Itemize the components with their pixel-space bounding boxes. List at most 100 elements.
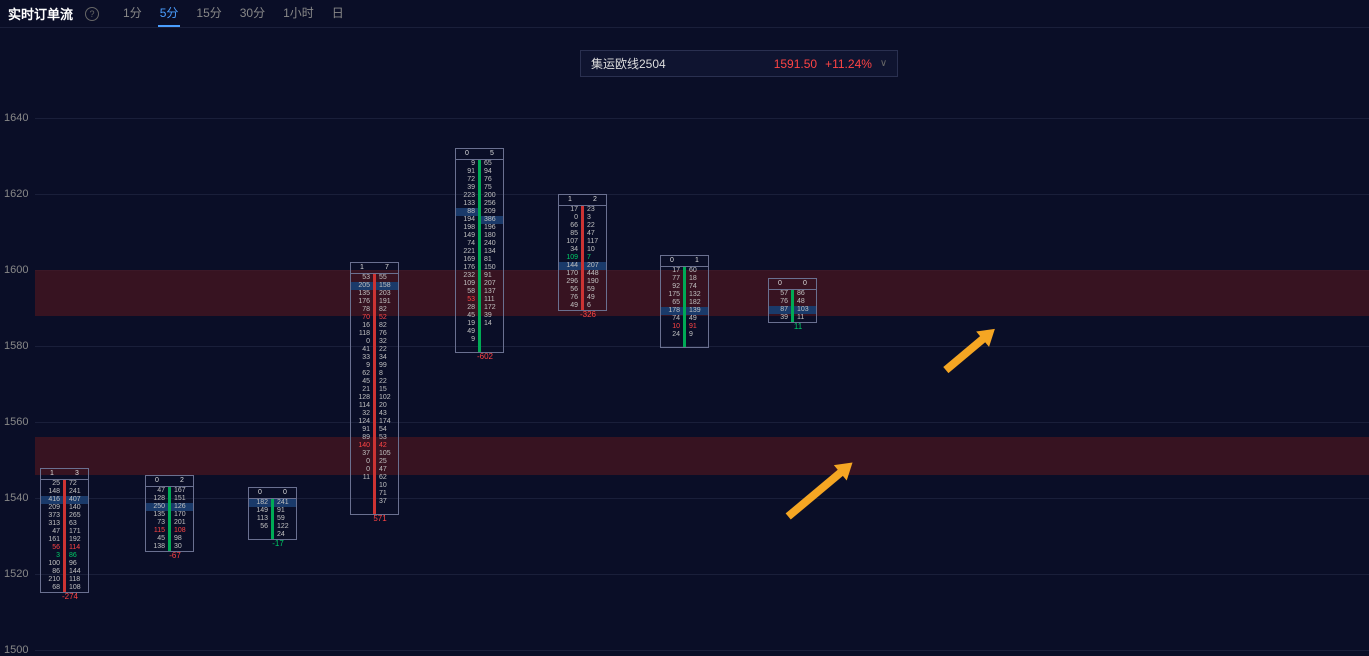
tab-15分[interactable]: 15分	[194, 0, 223, 27]
footprint-cell: 17	[661, 267, 683, 275]
footprint-cell: 47	[146, 487, 168, 495]
footprint-delta: -274	[40, 592, 100, 601]
footprint-cell: 118	[351, 330, 373, 338]
footprint-cell: 37	[351, 450, 373, 458]
gridline	[35, 422, 1369, 423]
footprint-cell: 373	[41, 512, 63, 520]
footprint-cell: 207	[584, 262, 606, 270]
footprint-cell: 92	[661, 283, 683, 291]
gridline	[35, 574, 1369, 575]
instrument-selector[interactable]: 集运欧线2504 1591.50 +11.24% ∨	[580, 50, 898, 77]
footprint-cell: 118	[66, 576, 88, 584]
footprint-cell: 82	[376, 306, 398, 314]
footprint-cell: 241	[66, 488, 88, 496]
footprint-cell: 3	[41, 552, 63, 560]
footprint-cell: 76	[376, 330, 398, 338]
footprint-cell: 209	[481, 208, 503, 216]
footprint-cell: 48	[794, 298, 816, 306]
footprint-cell: 81	[481, 256, 503, 264]
footprint-cell: 72	[456, 176, 478, 184]
footprint-cell: 109	[559, 254, 581, 262]
footprint-cell: 63	[66, 520, 88, 528]
tab-30分[interactable]: 30分	[238, 0, 267, 27]
footprint-cell: 39	[481, 312, 503, 320]
y-axis-label: 1520	[4, 568, 28, 580]
footprint-cell: 68	[41, 584, 63, 592]
footprint-cell: 223	[456, 192, 478, 200]
footprint-cell: 113	[249, 515, 271, 523]
footprint-cell: 30	[171, 543, 193, 551]
footprint-cell: 96	[66, 560, 88, 568]
footprint-bar: 1170668510734109144170296567649 22332247…	[558, 194, 607, 311]
footprint-cell: 207	[481, 280, 503, 288]
footprint-cell: 91	[686, 323, 708, 331]
footprint-cell: 250	[146, 503, 168, 511]
price-band	[35, 437, 1369, 475]
footprint-cell: 296	[559, 278, 581, 286]
help-icon[interactable]: ?	[85, 7, 99, 21]
footprint-cell: 9	[351, 362, 373, 370]
footprint-cell: 39	[769, 314, 791, 322]
footprint-cell: 0	[351, 466, 373, 474]
footprint-cell: 182	[249, 499, 271, 507]
footprint-cell: 37	[376, 498, 398, 506]
footprint-cell: 82	[376, 322, 398, 330]
footprint-cell: 151	[171, 495, 193, 503]
footprint-cell: 14	[481, 320, 503, 328]
footprint-cell: 122	[274, 523, 296, 531]
y-axis-label: 1560	[4, 416, 28, 428]
footprint-cell: 111	[481, 296, 503, 304]
footprint-cell: 178	[661, 307, 683, 315]
gridline	[35, 650, 1369, 651]
annotation-arrow	[943, 335, 986, 373]
footprint-delta: 11	[768, 322, 828, 331]
footprint-cell: 126	[171, 503, 193, 511]
footprint-cell: 45	[456, 312, 478, 320]
footprint-cell: 150	[481, 264, 503, 272]
footprint-cell: 140	[66, 504, 88, 512]
footprint-cell: 9	[456, 160, 478, 168]
footprint-cell: 170	[171, 511, 193, 519]
tab-1分[interactable]: 1分	[121, 0, 144, 27]
y-axis-label: 1600	[4, 264, 28, 276]
footprint-cell: 65	[481, 160, 503, 168]
footprint-bar: 125148416209373313471615631008621068 372…	[40, 468, 89, 593]
footprint-cell: 232	[456, 272, 478, 280]
tab-5分[interactable]: 5分	[158, 0, 181, 27]
footprint-head: 0	[661, 256, 683, 267]
footprint-cell: 192	[66, 536, 88, 544]
instrument-pct: +11.24%	[825, 57, 872, 71]
footprint-cell: 89	[351, 434, 373, 442]
footprint-cell: 56	[559, 286, 581, 294]
footprint-cell: 49	[584, 294, 606, 302]
footprint-cell: 16	[351, 322, 373, 330]
footprint-cell: 76	[769, 298, 791, 306]
footprint-cell: 78	[351, 306, 373, 314]
footprint-cell: 114	[66, 544, 88, 552]
footprint-cell: 198	[456, 224, 478, 232]
y-axis-label: 1540	[4, 492, 28, 504]
footprint-head: 1	[351, 263, 373, 274]
footprint-cell: 210	[41, 576, 63, 584]
footprint-cell: 128	[351, 394, 373, 402]
footprint-head: 0	[146, 476, 168, 487]
tab-1小时[interactable]: 1小时	[281, 0, 316, 27]
footprint-head: 0	[769, 279, 791, 290]
annotation-arrow	[786, 468, 845, 519]
footprint-cell: 105	[376, 450, 398, 458]
footprint-cell: 47	[376, 466, 398, 474]
footprint-bar: 057768739 0864810311	[768, 278, 817, 323]
footprint-cell: 138	[146, 543, 168, 551]
tab-日[interactable]: 日	[330, 0, 346, 27]
footprint-cell: 20	[376, 402, 398, 410]
footprint-cell: 11	[794, 314, 816, 322]
footprint-cell: 55	[376, 274, 398, 282]
footprint-cell: 54	[376, 426, 398, 434]
y-axis-label: 1620	[4, 188, 28, 200]
footprint-cell: 144	[66, 568, 88, 576]
footprint-cell: 22	[376, 378, 398, 386]
y-axis-label: 1580	[4, 340, 28, 352]
footprint-cell: 57	[769, 290, 791, 298]
footprint-bar: 017779217565178741024 160187413218213949…	[660, 255, 709, 348]
footprint-cell: 180	[481, 232, 503, 240]
